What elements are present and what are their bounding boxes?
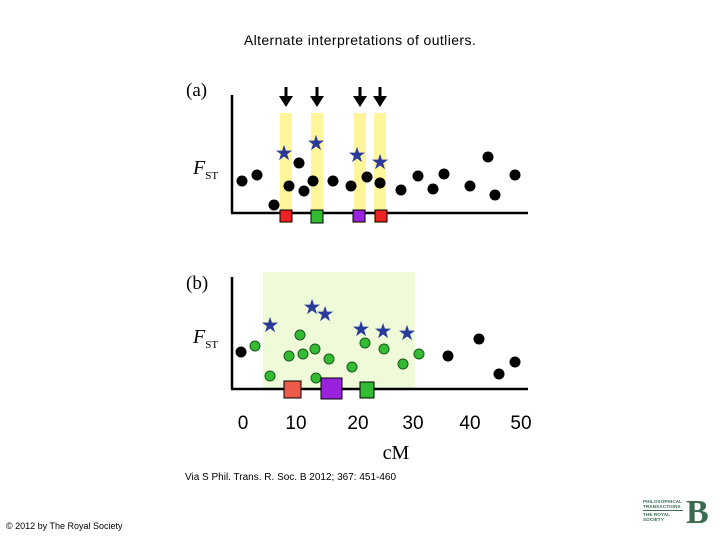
data-point-green [264,370,276,382]
data-point-black [427,183,439,195]
logo-line: SOCIETY [643,517,664,522]
logo-line: THE ROYAL [643,512,671,517]
star-icon: ★ [398,321,417,345]
highlight-region [263,272,415,388]
star-icon: ★ [352,317,371,341]
data-point-green [397,358,409,370]
highlight-bar [354,113,366,223]
data-point-black [235,346,247,358]
slide-title: Alternate interpretations of outliers. [243,32,477,48]
star-icon: ★ [374,319,393,343]
marker-green [310,209,324,224]
star-icon: ★ [303,295,322,319]
data-point-green [249,340,261,352]
x-tick-label: 0 [238,413,249,434]
highlight-bar [311,113,323,223]
data-point-black [345,180,357,192]
figure-caption: Via S Phil. Trans. R. Soc. B 2012; 367: … [185,472,397,483]
data-point-black [327,175,339,187]
data-point-black [489,189,501,201]
x-axis-label: cM [383,442,410,464]
star-icon: ★ [307,131,326,155]
star-icon: ★ [316,302,335,326]
logo-line: TRANSACTIONS [643,504,681,509]
fst-outlier-figure: (a) FST ★ ★ ★ ★ [186,80,532,464]
data-point-black [298,185,310,197]
data-point-green [359,337,371,349]
data-point-green [309,343,321,355]
data-point-black [509,356,521,368]
panel-label: (b) [186,273,208,294]
marker-purple [320,377,343,400]
marker-purple [352,209,366,223]
logo-line: PHILOSOPHICAL [643,499,683,504]
data-point-black [438,168,450,180]
data-point-green [346,361,358,373]
data-point-black [361,171,373,183]
data-point-green [297,348,309,360]
star-icon: ★ [348,143,367,167]
x-tick-label: 50 [510,413,531,434]
data-point-black [251,169,263,181]
data-point-black [493,368,505,380]
data-point-green [413,348,425,360]
data-point-black [268,199,280,211]
data-point-green [323,353,335,365]
y-axis-label-main: F [192,326,206,348]
star-icon: ★ [275,141,294,165]
logo-divider [643,510,683,511]
data-point-black [482,151,494,163]
star-icon: ★ [371,150,390,174]
down-arrow-icon [310,87,324,107]
data-point-black [509,169,521,181]
highlight-bar [374,113,386,223]
x-tick-label: 30 [402,413,423,434]
down-arrow-icon [279,87,293,107]
y-axis-label: FST [192,157,218,182]
marker-red [374,209,388,223]
data-point-green [310,372,322,384]
logo-mark: B [686,494,709,531]
data-point-green [378,343,390,355]
star-icon: ★ [261,313,280,337]
data-point-black [307,175,319,187]
down-arrow-icon [353,87,367,107]
data-point-black [473,333,485,345]
highlight-bar [280,113,292,223]
y-axis-label: FST [192,326,218,351]
x-axis-ticks: 0 10 20 30 40 50 [238,413,532,434]
data-point-black [464,180,476,192]
x-tick-label: 10 [285,413,306,434]
panel-b: (b) FST ★ ★ ★ ★ ★ ★ [186,272,528,400]
data-point-green [283,350,295,362]
copyright-notice: © 2012 by The Royal Society [6,521,123,531]
marker-red [279,209,293,223]
y-axis-label-sub: ST [205,339,218,351]
data-point-black [236,175,248,187]
data-point-black [442,350,454,362]
data-point-black [412,170,424,182]
x-tick-label: 20 [347,413,368,434]
data-point-black [395,184,407,196]
panel-label: (a) [186,80,207,101]
down-arrow-icon [373,87,387,107]
data-point-black [283,180,295,192]
data-point-black [293,157,305,169]
y-axis-label-main: F [192,157,206,179]
marker-light-red [283,380,302,399]
data-point-green [294,329,306,341]
journal-logo: PHILOSOPHICAL TRANSACTIONS THE ROYAL SOC… [640,496,710,532]
y-axis-label-sub: ST [205,170,218,182]
panel-a: (a) FST ★ ★ ★ ★ [186,80,528,224]
marker-green [359,381,375,399]
x-tick-label: 40 [459,413,480,434]
data-point-black [374,177,386,189]
